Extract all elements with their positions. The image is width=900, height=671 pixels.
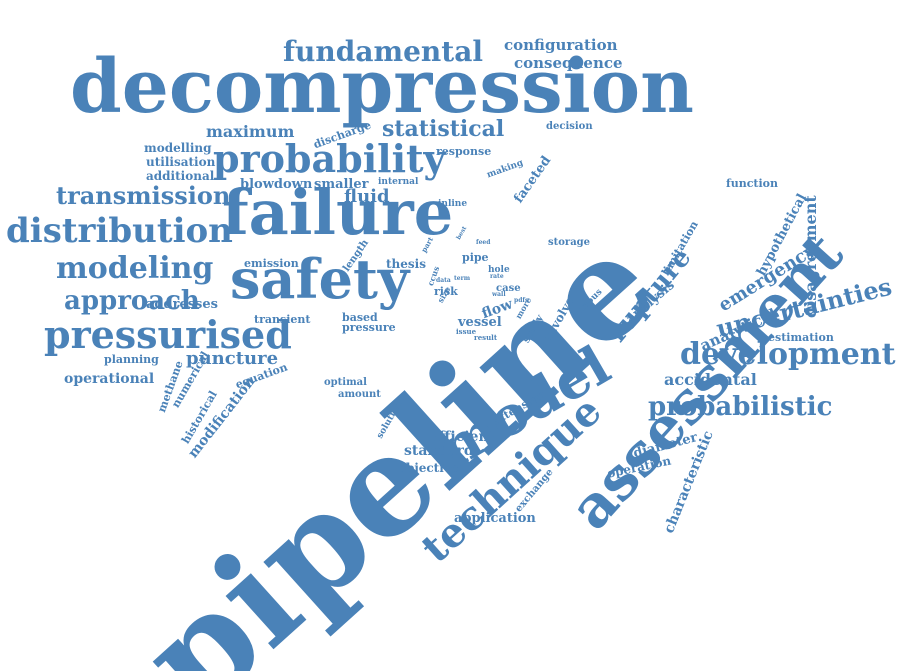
word: feed <box>476 239 491 246</box>
word: pdfs <box>514 297 529 304</box>
word: inline <box>438 199 468 209</box>
word: puncture <box>186 348 279 369</box>
word: result <box>474 333 498 342</box>
word: pressure <box>342 321 396 334</box>
word: configuration <box>504 36 618 54</box>
word: probability <box>213 136 446 181</box>
word: standard <box>404 443 474 459</box>
word: estimation <box>768 331 834 344</box>
word: safety <box>230 247 410 311</box>
word: disagreement <box>801 195 820 318</box>
word: objective <box>398 461 459 475</box>
word: pipe <box>462 251 489 264</box>
word: wall <box>492 291 506 298</box>
word: amount <box>338 389 381 400</box>
word: addresses <box>146 297 218 312</box>
word: fundamental <box>283 35 483 68</box>
word: statistical <box>382 116 505 142</box>
word: smaller <box>314 177 369 192</box>
word: failure <box>222 176 454 249</box>
word: thesis <box>386 257 426 271</box>
word: transient <box>254 313 311 326</box>
word: storage <box>548 237 591 248</box>
word: data <box>436 277 451 284</box>
word: efficient <box>430 429 496 445</box>
word: planning <box>104 353 159 366</box>
word: hole <box>488 265 510 275</box>
word: utilisation <box>146 155 216 169</box>
word: fluid <box>344 186 390 207</box>
word: operational <box>64 371 155 387</box>
word: development <box>680 337 896 372</box>
word: transmission <box>56 181 231 210</box>
word: additional <box>146 169 215 183</box>
word: accidental <box>664 370 757 389</box>
word: function <box>726 177 779 190</box>
word: emission <box>244 257 299 270</box>
word: best <box>455 225 469 241</box>
word: pressurised <box>44 312 292 357</box>
word: modelling <box>144 141 212 155</box>
word: decision <box>546 121 593 132</box>
word: approach <box>64 286 200 316</box>
word: modeling <box>56 251 214 286</box>
word: application <box>454 511 536 526</box>
word: distribution <box>6 211 233 251</box>
word: decompression <box>70 44 694 130</box>
word: rate <box>490 273 504 280</box>
word: response <box>436 145 492 158</box>
word: probabilistic <box>648 392 833 422</box>
word: term <box>454 275 471 282</box>
word: consequence <box>514 54 623 72</box>
word: issue <box>456 327 477 336</box>
word: optimal <box>324 377 367 388</box>
word: maximum <box>206 122 295 141</box>
word: making <box>485 158 525 181</box>
word: case <box>496 283 521 294</box>
word: risk <box>434 285 458 298</box>
word: based <box>342 311 378 324</box>
word: internal <box>378 177 419 187</box>
word: vessel <box>458 315 502 330</box>
word: blowdown <box>240 177 313 192</box>
